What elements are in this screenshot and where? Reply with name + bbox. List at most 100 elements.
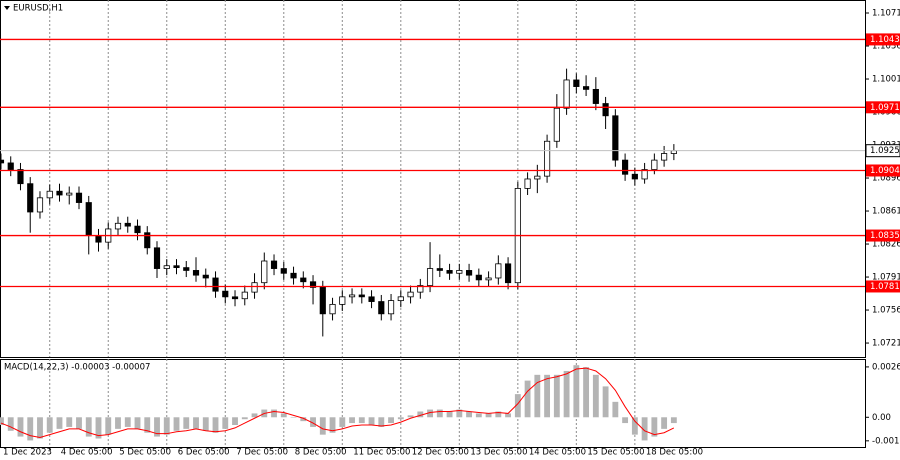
histogram-bar — [475, 413, 482, 418]
level-label: 1.0835 — [870, 231, 900, 241]
histogram-bar — [339, 417, 346, 427]
histogram-bar — [544, 374, 551, 418]
histogram-bar — [27, 417, 34, 441]
histogram-bar — [271, 409, 277, 418]
x-tick-label: 8 Dec 05:00 — [295, 448, 347, 458]
candle-body — [456, 270, 463, 274]
level-box — [866, 229, 900, 242]
histogram-bar — [417, 411, 424, 418]
candle-body — [46, 190, 53, 199]
candle-body — [144, 232, 151, 249]
y-tick-label: 1.1036 — [872, 42, 900, 52]
x-tick-label: 6 Dec 05:00 — [178, 448, 230, 458]
histogram-bar — [534, 374, 541, 418]
candle-body — [241, 291, 248, 300]
candle-body — [163, 265, 170, 269]
candle-body — [475, 274, 482, 281]
candle-body — [202, 274, 209, 279]
histogram-bar — [631, 417, 638, 435]
histogram-bar — [95, 417, 102, 439]
candle-body — [436, 268, 443, 271]
histogram-bar — [154, 417, 160, 437]
histogram-bar — [592, 374, 599, 418]
y-tick-label: 1.1001 — [872, 75, 900, 85]
histogram-bar — [329, 417, 336, 433]
candle-body — [114, 222, 122, 230]
histogram-bar — [651, 417, 658, 437]
histogram-bar — [670, 417, 677, 424]
candle-body — [397, 296, 404, 302]
histogram-bar — [134, 417, 141, 429]
candle-body — [183, 267, 190, 271]
level-box — [866, 164, 900, 177]
histogram-bar — [583, 367, 590, 418]
candle-body — [612, 115, 619, 161]
candle-body — [592, 88, 599, 104]
histogram-bar — [427, 409, 433, 418]
candle-body — [66, 192, 73, 196]
x-tick-label: 4 Dec 05:00 — [61, 448, 113, 458]
x-tick-label: 7 Dec 05:00 — [236, 448, 288, 458]
histogram-bar — [105, 417, 112, 435]
level-label: 1.1043 — [870, 35, 900, 45]
indicator-title: MACD(14,22,3) -0.00003 -0.00007 — [4, 363, 150, 373]
candle-body — [95, 235, 102, 243]
x-tick-label: 18 Dec 05:00 — [646, 448, 703, 458]
histogram-bar — [612, 401, 619, 418]
histogram-bar — [319, 417, 326, 435]
histogram-bar — [222, 417, 229, 429]
candle-body — [387, 300, 395, 315]
x-tick-label: 1 Dec 2023 — [3, 448, 52, 458]
candle-body — [134, 225, 141, 234]
y-tick-label: 1.0721 — [872, 339, 900, 349]
histogram-bar — [232, 417, 238, 425]
histogram-bar — [368, 417, 375, 425]
candle-body — [7, 162, 14, 170]
x-tick-label: 14 Dec 05:00 — [529, 448, 586, 458]
histogram-bar — [212, 417, 219, 433]
candle-body — [407, 291, 414, 298]
candle-body — [602, 103, 609, 117]
histogram-bar — [193, 417, 199, 429]
level-box — [866, 280, 900, 293]
histogram-bar — [290, 417, 297, 418]
candle-body — [465, 270, 473, 276]
histogram-bar — [563, 370, 570, 418]
level-box — [866, 33, 900, 46]
candle-body — [231, 296, 239, 300]
histogram-bar — [378, 417, 385, 427]
histogram-bar — [407, 415, 414, 418]
histogram-bar — [397, 417, 404, 420]
candle-body — [553, 107, 560, 142]
histogram-bar — [7, 417, 14, 431]
candle-body — [0, 159, 5, 164]
candle-body — [27, 183, 34, 213]
histogram-bar — [456, 409, 463, 418]
candle-body — [56, 190, 63, 196]
candle-body — [329, 303, 336, 315]
candle-body — [368, 296, 375, 302]
candle-body — [583, 86, 590, 90]
candle-body — [446, 270, 453, 274]
histogram-bar — [115, 417, 121, 429]
last-price-label: 1.0925 — [870, 146, 900, 156]
candle-body — [17, 169, 24, 185]
level-box — [866, 101, 900, 114]
candle-body — [495, 263, 502, 279]
menu-arrow[interactable] — [4, 6, 10, 10]
y-tick-label: 1.0861 — [872, 207, 900, 217]
histogram-bar — [76, 417, 82, 429]
histogram-bar — [485, 413, 492, 418]
histogram-bar — [163, 417, 170, 435]
histogram-bar — [446, 411, 453, 418]
y-tick-label: -0.00122 — [872, 436, 900, 446]
candle-body — [358, 294, 365, 298]
histogram-bar — [46, 417, 53, 433]
candle-body — [641, 169, 648, 180]
histogram-bar — [124, 417, 131, 427]
histogram-bar — [173, 417, 180, 431]
histogram-bar — [241, 417, 248, 420]
candle-body — [300, 277, 307, 283]
